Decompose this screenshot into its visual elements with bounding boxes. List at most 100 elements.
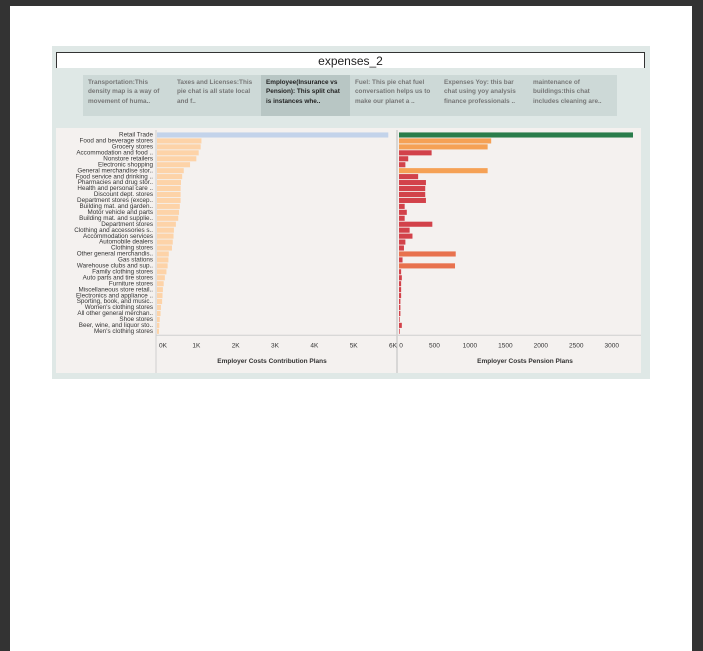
contribution-bar[interactable] bbox=[157, 180, 181, 186]
contribution-bar[interactable] bbox=[157, 174, 183, 180]
contribution-bar[interactable] bbox=[157, 257, 169, 263]
tab-transportation[interactable]: Transportation:This density map is a way… bbox=[83, 75, 172, 116]
dashboard: expenses_2 Transportation:This density m… bbox=[52, 46, 650, 379]
contribution-bar[interactable] bbox=[157, 310, 161, 317]
pension-tick-label: 3000 bbox=[604, 342, 619, 349]
contribution-bar[interactable] bbox=[157, 185, 181, 192]
pension-bar[interactable] bbox=[399, 293, 402, 299]
pension-bar[interactable] bbox=[399, 197, 426, 203]
chart-axes: 0K 1K 2K 3K 4K 5K 6K 0 500 1000 1500 2000 2500 3000 bbox=[155, 130, 641, 373]
contribution-bar[interactable] bbox=[157, 287, 163, 293]
category-label: Department stores bbox=[101, 221, 153, 228]
category-label: Retail Trade bbox=[119, 132, 153, 139]
category-label: Building mat. and garden.. bbox=[79, 203, 153, 210]
pension-bar[interactable] bbox=[399, 328, 400, 334]
pension-tick-label: 0 bbox=[399, 342, 403, 349]
pension-bar[interactable] bbox=[399, 233, 413, 239]
pension-bar[interactable] bbox=[399, 257, 403, 263]
contribution-bar[interactable] bbox=[157, 168, 184, 174]
pension-bar[interactable] bbox=[399, 316, 400, 322]
pension-bar[interactable] bbox=[399, 185, 426, 192]
contribution-bar[interactable] bbox=[157, 269, 167, 275]
contribution-bar[interactable] bbox=[157, 245, 172, 251]
contribution-bar[interactable] bbox=[157, 209, 180, 215]
pension-tick-label: 2500 bbox=[569, 342, 584, 349]
category-label: Beer, wine, and liquor sto.. bbox=[79, 322, 153, 329]
contribution-bar[interactable] bbox=[157, 150, 199, 156]
pension-bar[interactable] bbox=[399, 310, 401, 317]
pension-bar[interactable] bbox=[399, 150, 432, 156]
pension-bar[interactable] bbox=[399, 227, 410, 233]
tab-expenses-yoy[interactable]: Expenses Yoy: this bar chat using yoy an… bbox=[439, 75, 528, 116]
category-label: Nonstore retailers bbox=[103, 155, 153, 162]
category-label: Pharmacies and drug stor.. bbox=[78, 179, 154, 186]
pension-bar[interactable] bbox=[399, 263, 456, 269]
pension-bar[interactable] bbox=[399, 174, 419, 180]
pension-bar[interactable] bbox=[399, 251, 456, 257]
pension-bar[interactable] bbox=[399, 281, 402, 287]
pension-bar[interactable] bbox=[399, 215, 405, 221]
pension-bar[interactable] bbox=[399, 322, 402, 328]
contribution-bar[interactable] bbox=[157, 156, 197, 162]
pension-bar[interactable] bbox=[399, 156, 409, 162]
pension-bar[interactable] bbox=[399, 132, 633, 138]
tab-employee-insurance-vs-pension[interactable]: Employee(Insurance vs Pension): This spl… bbox=[261, 75, 350, 116]
pension-bar[interactable] bbox=[399, 275, 402, 281]
pension-tick-label: 1500 bbox=[498, 342, 513, 349]
chart-panel: Retail Trade Food and beverage stores Groc… bbox=[56, 128, 641, 373]
contribution-bar[interactable] bbox=[157, 316, 160, 322]
pension-bar[interactable] bbox=[399, 245, 404, 251]
pension-tick-label: 500 bbox=[429, 342, 440, 349]
contribution-bar[interactable] bbox=[157, 328, 159, 334]
pension-bar[interactable] bbox=[399, 168, 488, 174]
pension-bar[interactable] bbox=[399, 269, 402, 275]
contribution-bar[interactable] bbox=[157, 251, 169, 257]
pension-bar[interactable] bbox=[399, 287, 402, 293]
contribution-bar[interactable] bbox=[157, 304, 161, 311]
tab-taxes-and-licenses[interactable]: Taxes and Licenses:This pie chat is all … bbox=[172, 75, 261, 116]
category-label: Health and personal care .. bbox=[77, 185, 153, 192]
story-tabs: Transportation:This density map is a way… bbox=[83, 75, 617, 116]
pension-bar[interactable] bbox=[399, 221, 433, 227]
pension-bar[interactable] bbox=[399, 299, 401, 305]
tab-maintenance-of-buildings[interactable]: maintenance of buildings:this chat inclu… bbox=[528, 75, 617, 116]
contribution-bar[interactable] bbox=[157, 203, 180, 209]
contribution-bar[interactable] bbox=[157, 299, 163, 305]
contribution-bar[interactable] bbox=[157, 293, 163, 299]
pension-axis-title: Employer Costs Pension Plans bbox=[477, 358, 573, 365]
contribution-bar[interactable] bbox=[157, 162, 191, 168]
pension-bar[interactable] bbox=[399, 144, 488, 150]
contribution-bar[interactable] bbox=[157, 221, 176, 227]
contribution-bar[interactable] bbox=[157, 281, 164, 287]
contribution-bar[interactable] bbox=[157, 275, 165, 281]
category-label: Discount dept. stores bbox=[94, 191, 153, 198]
contribution-bar[interactable] bbox=[157, 233, 174, 239]
contribution-bar[interactable] bbox=[157, 322, 160, 328]
contribution-bar[interactable] bbox=[157, 191, 181, 198]
contribution-bar[interactable] bbox=[157, 239, 173, 245]
pension-bar[interactable] bbox=[399, 239, 406, 245]
contribution-bar[interactable] bbox=[157, 215, 179, 221]
pension-bar[interactable] bbox=[399, 209, 407, 215]
contribution-tick-label: 1K bbox=[192, 342, 201, 349]
contribution-bar[interactable] bbox=[157, 144, 201, 150]
pension-bar[interactable] bbox=[399, 162, 406, 168]
pension-bar[interactable] bbox=[399, 203, 405, 209]
pension-bar[interactable] bbox=[399, 304, 401, 311]
contribution-tick-label: 2K bbox=[232, 342, 241, 349]
contribution-bar[interactable] bbox=[157, 138, 202, 144]
category-label: Clothing stores bbox=[111, 245, 153, 252]
category-label: Shoe stores bbox=[119, 316, 153, 323]
pension-bar[interactable] bbox=[399, 191, 426, 198]
category-label: Miscellaneous store retail.. bbox=[78, 286, 153, 293]
contribution-bar[interactable] bbox=[157, 132, 389, 138]
tab-fuel[interactable]: Fuel: This pie chat fuel conversation he… bbox=[350, 75, 439, 116]
pension-bar[interactable] bbox=[399, 138, 492, 144]
contribution-bar[interactable] bbox=[157, 197, 181, 203]
contribution-axis-title: Employer Costs Contribution Plans bbox=[217, 358, 327, 365]
pension-bar[interactable] bbox=[399, 180, 426, 186]
contribution-bar[interactable] bbox=[157, 227, 174, 233]
contribution-bar[interactable] bbox=[157, 263, 168, 269]
category-label: Women's clothing stores bbox=[85, 304, 153, 311]
